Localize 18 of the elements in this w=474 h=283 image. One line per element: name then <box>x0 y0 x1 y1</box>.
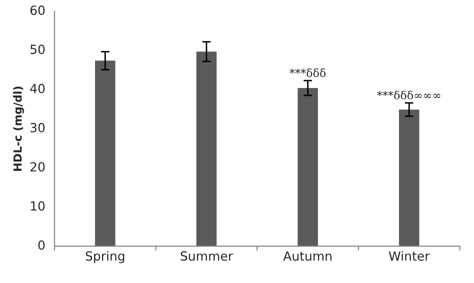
x-tick-label: Autumn <box>283 251 332 261</box>
y-tick-label: 60 <box>30 5 45 15</box>
y-tick-label: 40 <box>30 84 45 94</box>
bar <box>298 88 318 246</box>
x-tick-label: Spring <box>86 251 124 264</box>
y-tick-label: 0 <box>38 240 45 250</box>
y-tick-label: 50 <box>30 44 45 54</box>
annotation: ***δδδ <box>290 68 326 78</box>
x-tick-label: Winter <box>388 251 430 261</box>
x-tick-label: Summer <box>180 251 234 261</box>
y-tick-label: 10 <box>30 201 45 211</box>
bar <box>398 110 420 246</box>
y-axis-title: HDL-c (mg/dl) <box>13 86 24 171</box>
bar <box>95 60 116 246</box>
annotation: ***δδδ∞∞∞ <box>377 90 440 100</box>
bar <box>196 52 217 246</box>
y-tick-label: 30 <box>30 122 45 132</box>
y-tick-label: 20 <box>30 162 45 172</box>
